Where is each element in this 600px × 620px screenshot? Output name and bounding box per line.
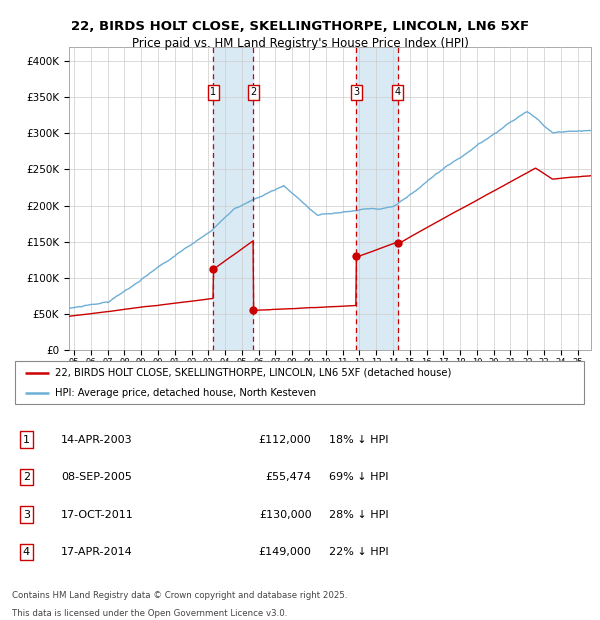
Text: Price paid vs. HM Land Registry's House Price Index (HPI): Price paid vs. HM Land Registry's House …	[131, 37, 469, 50]
Text: 69% ↓ HPI: 69% ↓ HPI	[329, 472, 388, 482]
Text: £130,000: £130,000	[259, 510, 311, 520]
Text: 08-SEP-2005: 08-SEP-2005	[61, 472, 132, 482]
Text: This data is licensed under the Open Government Licence v3.0.: This data is licensed under the Open Gov…	[12, 609, 287, 618]
Text: 22% ↓ HPI: 22% ↓ HPI	[329, 547, 388, 557]
Text: 2: 2	[250, 87, 257, 97]
Bar	[213, 46, 253, 350]
Text: 28% ↓ HPI: 28% ↓ HPI	[329, 510, 388, 520]
Text: 1: 1	[210, 87, 216, 97]
Text: Contains HM Land Registry data © Crown copyright and database right 2025.: Contains HM Land Registry data © Crown c…	[12, 591, 347, 600]
Text: 4: 4	[23, 547, 30, 557]
Text: 2: 2	[23, 472, 30, 482]
Text: 18% ↓ HPI: 18% ↓ HPI	[329, 435, 388, 445]
Text: 22, BIRDS HOLT CLOSE, SKELLINGTHORPE, LINCOLN, LN6 5XF: 22, BIRDS HOLT CLOSE, SKELLINGTHORPE, LI…	[71, 20, 529, 33]
Text: 17-APR-2014: 17-APR-2014	[61, 547, 133, 557]
Text: 22, BIRDS HOLT CLOSE, SKELLINGTHORPE, LINCOLN, LN6 5XF (detached house): 22, BIRDS HOLT CLOSE, SKELLINGTHORPE, LI…	[55, 368, 452, 378]
Text: 14-APR-2003: 14-APR-2003	[61, 435, 133, 445]
Text: £55,474: £55,474	[266, 472, 311, 482]
Text: 17-OCT-2011: 17-OCT-2011	[61, 510, 134, 520]
Text: £112,000: £112,000	[259, 435, 311, 445]
Text: HPI: Average price, detached house, North Kesteven: HPI: Average price, detached house, Nort…	[55, 388, 316, 398]
Text: 3: 3	[23, 510, 30, 520]
Text: 1: 1	[23, 435, 30, 445]
Text: 4: 4	[395, 87, 401, 97]
FancyBboxPatch shape	[15, 361, 584, 404]
Text: £149,000: £149,000	[259, 547, 311, 557]
Text: 3: 3	[353, 87, 359, 97]
Bar	[356, 46, 398, 350]
